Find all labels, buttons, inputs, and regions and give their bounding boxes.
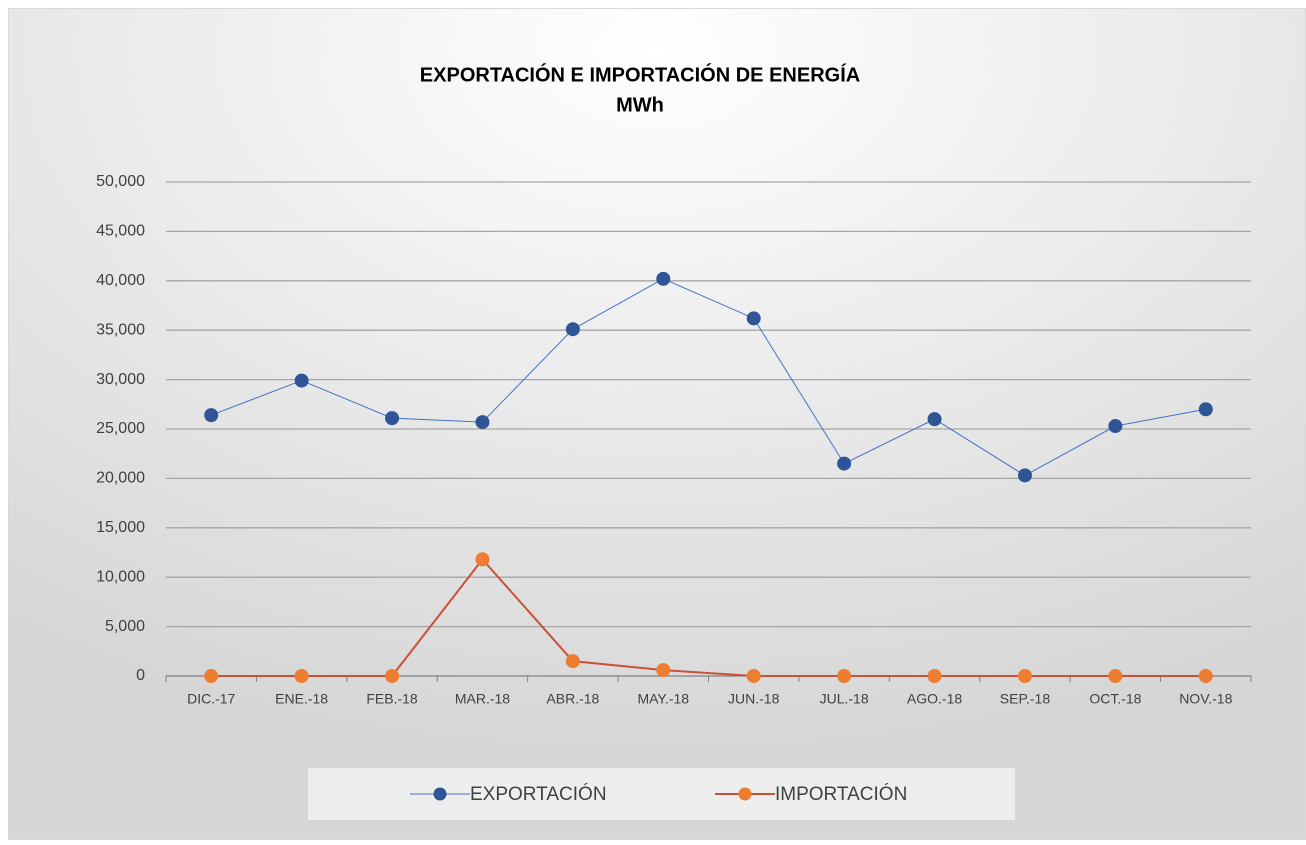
data-point — [656, 271, 671, 286]
x-tick-label: FEB.-18 — [366, 691, 418, 707]
data-point — [294, 373, 309, 388]
data-point — [385, 411, 400, 426]
data-point — [837, 456, 852, 471]
data-point — [565, 654, 580, 669]
y-tick-label: 45,000 — [96, 223, 145, 240]
data-point — [1017, 468, 1032, 483]
data-point — [1017, 669, 1032, 683]
x-tick-label: DIC.-17 — [187, 691, 235, 707]
data-point — [475, 415, 490, 430]
y-tick-label: 30,000 — [96, 371, 145, 388]
x-tick-label: JUL.-18 — [820, 691, 869, 707]
data-point — [746, 311, 761, 326]
x-tick-label: OCT.-18 — [1089, 691, 1141, 707]
series-line — [211, 278, 1206, 477]
x-tick-label: ABR.-18 — [546, 691, 599, 707]
chart-area — [8, 8, 1306, 840]
y-tick-label: 50,000 — [96, 173, 145, 190]
y-tick-label: 20,000 — [96, 470, 145, 487]
y-tick-label: 5,000 — [105, 618, 145, 635]
data-point — [565, 322, 580, 337]
legend-label: IMPORTACIÓN — [775, 783, 907, 805]
y-tick-label: 10,000 — [96, 568, 145, 585]
y-tick-label: 0 — [136, 667, 145, 684]
legend-marker — [738, 787, 752, 801]
x-tick-label: SEP.-18 — [1000, 691, 1051, 707]
data-point — [294, 669, 309, 683]
data-point — [837, 669, 852, 683]
data-point — [656, 663, 671, 678]
y-tick-label: 25,000 — [96, 420, 145, 437]
x-tick-label: MAY.-18 — [637, 691, 689, 707]
y-tick-label: 15,000 — [96, 519, 145, 536]
chart-title: EXPORTACIÓN E IMPORTACIÓN DE ENERGÍA — [420, 62, 860, 86]
data-point — [204, 408, 219, 423]
data-point — [1108, 669, 1123, 683]
data-point — [1198, 669, 1213, 683]
data-point — [204, 669, 219, 683]
series-line — [211, 557, 1206, 677]
x-tick-label: MAR.-18 — [455, 691, 510, 707]
data-point — [475, 552, 490, 567]
data-point — [927, 412, 942, 427]
data-point — [1198, 402, 1213, 417]
data-point — [746, 669, 761, 683]
chart-subtitle: MWh — [616, 94, 664, 116]
x-tick-label: NOV.-18 — [1179, 691, 1232, 707]
data-point — [1108, 419, 1123, 434]
x-tick-label: JUN.-18 — [728, 691, 780, 707]
legend-marker — [433, 787, 447, 801]
data-point — [927, 669, 942, 683]
data-point — [385, 669, 400, 683]
legend-label: EXPORTACIÓN — [470, 783, 607, 805]
y-tick-label: 35,000 — [96, 321, 145, 338]
x-tick-label: AGO.-18 — [907, 691, 962, 707]
x-tick-label: ENE.-18 — [275, 691, 328, 707]
y-tick-label: 40,000 — [96, 272, 145, 289]
